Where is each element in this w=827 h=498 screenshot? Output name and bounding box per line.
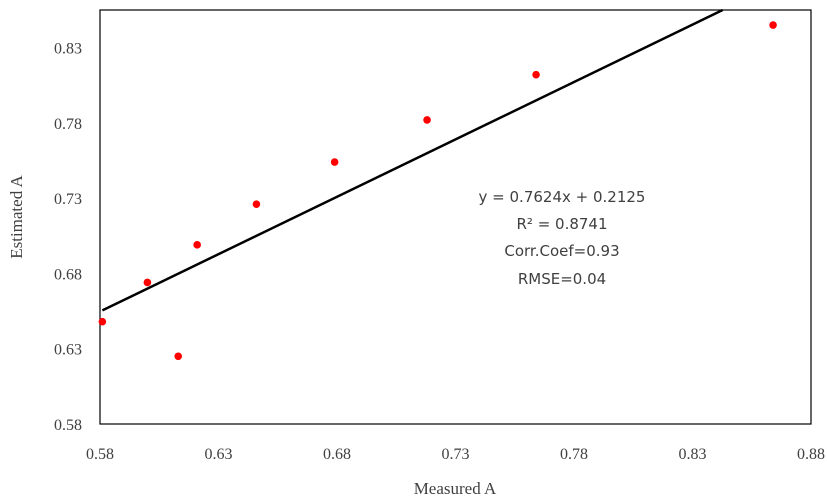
y-tick-label: 0.78 xyxy=(54,116,82,133)
x-tick-label: 0.58 xyxy=(86,446,114,463)
x-tick-label: 0.63 xyxy=(205,446,233,463)
y-tick-label: 0.68 xyxy=(54,266,82,283)
x-axis-title: Measured A xyxy=(414,479,497,498)
data-points xyxy=(98,21,777,361)
x-tick-label: 0.73 xyxy=(442,446,470,463)
x-tick-label: 0.83 xyxy=(679,446,707,463)
data-point xyxy=(193,241,201,249)
data-point xyxy=(532,70,540,79)
data-point xyxy=(330,158,339,166)
y-tick-label: 0.58 xyxy=(54,417,82,434)
y-tick-label: 0.83 xyxy=(54,41,82,58)
x-tick-labels: 0.58 0.63 0.68 0.73 0.78 0.83 0.88 xyxy=(86,446,825,463)
data-point xyxy=(423,116,431,124)
data-point xyxy=(252,200,261,209)
rmse-annotation: RMSE=0.04 xyxy=(518,270,606,288)
data-point xyxy=(174,352,183,361)
r-squared-annotation: R² = 0.8741 xyxy=(516,215,607,233)
plot-area xyxy=(99,9,812,425)
data-point xyxy=(143,278,152,287)
y-tick-label: 0.73 xyxy=(54,191,82,208)
y-axis-title: Estimated A xyxy=(7,174,26,258)
trendline-group xyxy=(101,8,724,312)
data-point xyxy=(769,21,777,29)
y-tick-labels: 0.58 0.63 0.68 0.73 0.78 0.83 xyxy=(54,41,82,434)
equation-annotation: y = 0.7624x + 0.2125 xyxy=(479,188,646,206)
data-point xyxy=(98,317,107,326)
corr-coef-annotation: Corr.Coef=0.93 xyxy=(504,242,619,260)
x-tick-label: 0.88 xyxy=(797,446,825,463)
trendline xyxy=(101,8,724,312)
x-tick-label: 0.68 xyxy=(323,446,351,463)
y-tick-label: 0.63 xyxy=(54,342,82,359)
x-tick-label: 0.78 xyxy=(560,446,588,463)
